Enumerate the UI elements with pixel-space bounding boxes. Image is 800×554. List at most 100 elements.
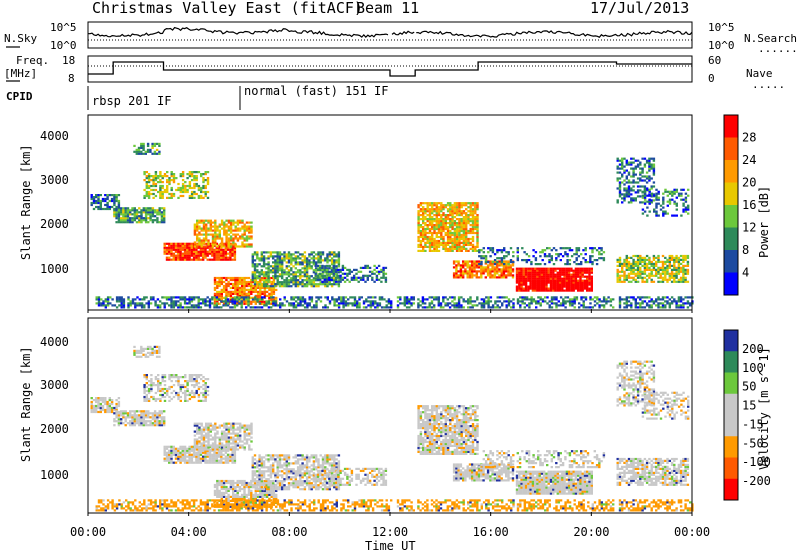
power-cell bbox=[442, 239, 445, 243]
power-cell bbox=[190, 248, 194, 251]
power-cell bbox=[634, 165, 637, 168]
power-cell bbox=[231, 258, 234, 261]
power-cell bbox=[598, 298, 601, 301]
power-cell bbox=[500, 276, 503, 279]
velocity-cell bbox=[101, 399, 105, 402]
power-cell bbox=[362, 278, 365, 281]
power-cell bbox=[435, 298, 438, 301]
power-cell bbox=[168, 258, 171, 261]
power-cell bbox=[680, 192, 683, 195]
power-cell bbox=[531, 275, 535, 278]
power-cell bbox=[579, 279, 582, 282]
power-cell bbox=[534, 281, 537, 284]
power-cell bbox=[310, 296, 314, 299]
power-cell bbox=[657, 302, 660, 305]
power-cell bbox=[648, 201, 651, 204]
power-cell bbox=[489, 249, 492, 252]
power-cell bbox=[115, 213, 118, 216]
power-cell bbox=[183, 252, 187, 255]
power-cell bbox=[544, 296, 547, 299]
cpid-segment-1: rbsp 201 IF bbox=[92, 94, 171, 108]
velocity-cell bbox=[90, 406, 93, 410]
power-cell bbox=[238, 286, 242, 289]
power-cell bbox=[426, 224, 429, 227]
power-cell bbox=[181, 258, 184, 261]
power-cell bbox=[541, 249, 544, 252]
power-cell bbox=[457, 302, 461, 305]
power-cell bbox=[549, 273, 553, 276]
power-cell bbox=[590, 275, 593, 278]
velocity-cell bbox=[135, 422, 139, 425]
power-cell bbox=[196, 237, 199, 240]
power-cell bbox=[440, 208, 443, 211]
power-cell bbox=[680, 194, 683, 197]
power-cell bbox=[634, 191, 637, 194]
power-cell bbox=[211, 241, 215, 244]
power-cell bbox=[579, 277, 582, 280]
power-cell bbox=[468, 272, 472, 275]
power-cell bbox=[452, 262, 456, 265]
power-cell bbox=[554, 279, 557, 282]
power-cell bbox=[630, 189, 633, 192]
power-cell bbox=[442, 298, 445, 301]
power-cell bbox=[625, 177, 628, 180]
power-cell bbox=[435, 241, 438, 244]
power-cell bbox=[204, 192, 207, 196]
power-cell bbox=[131, 207, 134, 210]
power-cell bbox=[556, 277, 559, 280]
power-cell bbox=[348, 268, 351, 271]
power-cell bbox=[527, 271, 530, 274]
power-cell bbox=[453, 298, 456, 301]
power-cell bbox=[308, 298, 311, 301]
velocity-cell bbox=[117, 397, 121, 400]
power-cell bbox=[367, 296, 370, 299]
power-cell bbox=[190, 171, 194, 174]
power-cell bbox=[174, 296, 178, 299]
power-cell bbox=[625, 159, 628, 162]
power-cell bbox=[650, 274, 653, 277]
power-cell bbox=[502, 268, 506, 271]
power-cell bbox=[294, 277, 297, 280]
power-cell bbox=[160, 217, 164, 220]
power-cell bbox=[512, 251, 515, 254]
power-cell bbox=[589, 255, 592, 258]
power-cell bbox=[547, 269, 550, 272]
power-cell bbox=[650, 185, 653, 188]
power-cell bbox=[218, 296, 221, 299]
power-cell bbox=[648, 304, 651, 307]
power-cell bbox=[652, 157, 656, 160]
power-cell bbox=[621, 197, 624, 200]
power-cell bbox=[598, 304, 601, 307]
power-cell bbox=[543, 287, 546, 290]
power-cell bbox=[375, 270, 379, 273]
power-cell bbox=[225, 219, 228, 222]
power-cell bbox=[489, 276, 492, 279]
power-cell bbox=[211, 258, 214, 261]
power-cell bbox=[516, 298, 520, 301]
power-cell bbox=[231, 298, 234, 301]
power-cell bbox=[677, 192, 681, 195]
power-cell bbox=[440, 224, 443, 227]
power-cell bbox=[616, 201, 619, 204]
velocity-cell bbox=[117, 400, 121, 404]
power-cell bbox=[471, 249, 475, 252]
power-cell bbox=[518, 285, 521, 288]
power-cell bbox=[188, 194, 192, 198]
power-cell bbox=[324, 277, 327, 280]
power-cell bbox=[245, 243, 249, 246]
power-cell bbox=[211, 250, 214, 253]
power-cell bbox=[630, 167, 633, 170]
power-cell bbox=[553, 296, 556, 299]
power-cell bbox=[342, 296, 345, 299]
power-cell bbox=[243, 300, 246, 303]
power-cell bbox=[272, 288, 276, 291]
power-cell bbox=[449, 204, 452, 207]
power-cell bbox=[579, 269, 582, 272]
power-cell bbox=[195, 254, 198, 257]
power-cell bbox=[305, 285, 309, 288]
power-cell bbox=[243, 280, 246, 284]
power-cell bbox=[650, 199, 653, 202]
power-cell bbox=[558, 285, 562, 288]
power-cell bbox=[453, 206, 457, 209]
power-cell bbox=[536, 283, 539, 286]
